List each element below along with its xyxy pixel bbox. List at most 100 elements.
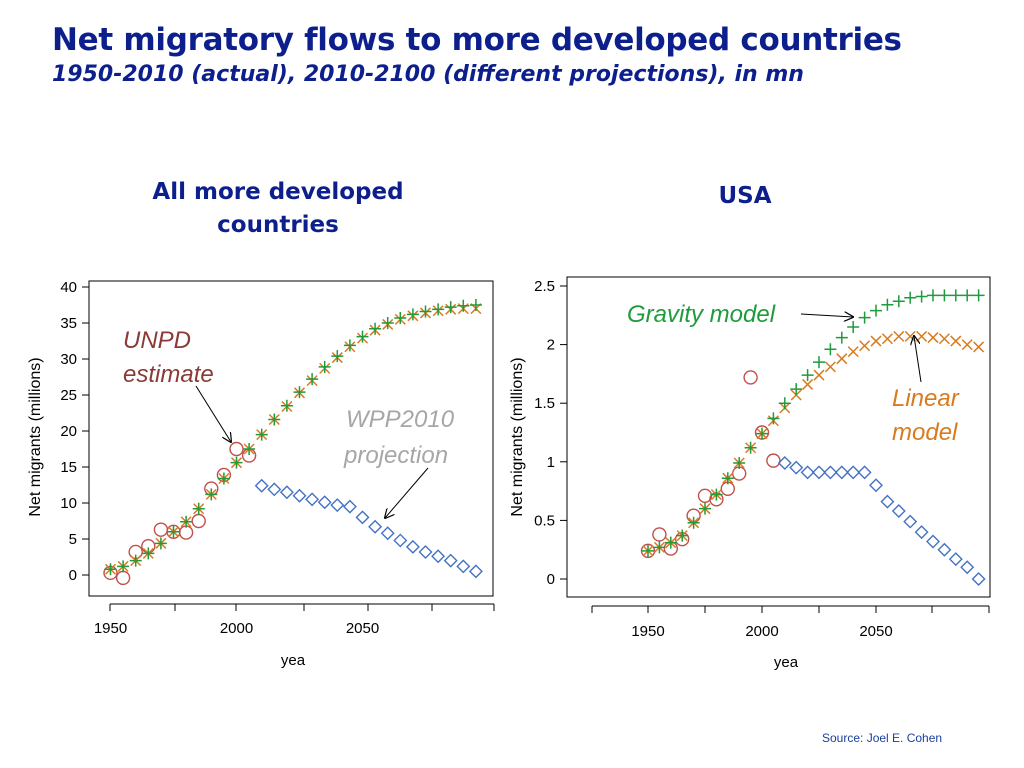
chart1-gravity-model-point xyxy=(192,502,205,515)
chart1-projection-point xyxy=(418,544,433,559)
chart1-annotation: WPP2010 xyxy=(346,406,455,433)
slide-title-block: Net migratory flows to more developed co… xyxy=(52,22,1012,90)
chart2-linear-model-point xyxy=(870,335,882,347)
chart2-projection-point xyxy=(777,455,792,470)
chart2-unpd-estimate-point xyxy=(743,370,758,385)
chart1-unpd-estimate-point xyxy=(229,441,244,457)
chart2-gravity-model-point xyxy=(653,541,666,554)
chart2-gravity-model-point xyxy=(744,441,757,454)
chart2-gravity-model-point xyxy=(904,291,917,304)
chart2-gravity-model-point xyxy=(915,290,928,303)
chart2-y-tick-label: 2 xyxy=(547,337,555,354)
chart1-unpd-estimate-point xyxy=(178,525,194,540)
chart1-y-tick-label: 35 xyxy=(60,315,77,332)
chart1-gravity-model-point xyxy=(243,443,256,455)
chart2-projection-point xyxy=(789,460,804,475)
chart1-projection-point xyxy=(443,553,458,568)
chart1-x-tick-label: 2000 xyxy=(220,620,253,637)
chart2-y-tick-label: 0 xyxy=(547,571,555,588)
chart2-gravity-model-point xyxy=(949,289,962,302)
chart2-projection-point xyxy=(846,465,861,480)
chart1-gravity-model-point xyxy=(230,456,243,469)
chart1-gravity-model-point xyxy=(293,386,306,399)
chart1-y-tick-label: 20 xyxy=(60,423,77,440)
chart1-y-tick-label: 30 xyxy=(60,351,77,368)
chart2-gravity-model-point xyxy=(835,331,848,344)
chart2-linear-model-point xyxy=(824,361,836,373)
chart1-gravity-model-point xyxy=(331,350,344,363)
chart1-x-tick-label: 1950 xyxy=(94,620,127,637)
chart1-gravity-model-point xyxy=(104,563,117,576)
chart2-gravity-model-point xyxy=(687,516,700,529)
chart1-projection-point xyxy=(368,519,383,534)
chart1-unpd-estimate-point xyxy=(191,513,206,529)
chart2-gravity-model-point xyxy=(664,536,677,549)
chart2-projection-point xyxy=(937,542,952,557)
chart2-linear-model-point xyxy=(927,332,939,344)
chart1-projection-point xyxy=(431,549,446,564)
chart1-projection-point xyxy=(330,498,345,513)
chart2-linear-model-point xyxy=(836,353,848,365)
chart1-gravity-model-point xyxy=(255,428,268,441)
chart1-gravity-model-point xyxy=(356,330,369,343)
chart2-linear-model-point xyxy=(802,378,814,390)
chart2-gravity-model-point xyxy=(927,289,939,302)
chart1-annotation-arrow xyxy=(385,467,429,518)
chart2-gravity-model-point xyxy=(847,321,860,334)
chart1-projection-point xyxy=(380,526,395,541)
slide-subtitle: 1950-2010 (actual), 2010-2100 (different… xyxy=(52,62,804,87)
chart1-projection-point xyxy=(267,482,282,497)
chart2-gravity-model-point xyxy=(972,289,985,302)
chart1-unpd-estimate-point xyxy=(115,570,131,586)
chart1-gravity-model-point xyxy=(343,339,356,352)
chart1-projection-point xyxy=(393,533,408,548)
chart1-gravity-model-point xyxy=(394,311,407,324)
chart2-y-axis-label: Net migrants (millions) xyxy=(509,357,526,516)
chart2-projection-point xyxy=(834,465,849,480)
chart1-gravity-model-point xyxy=(167,525,180,538)
chart2-gravity-model-point xyxy=(756,427,768,440)
chart2-gravity-model-point xyxy=(801,369,814,382)
chart1-x-axis-label: yea xyxy=(281,652,306,669)
chart1-gravity-model-point xyxy=(432,303,445,316)
chart2-linear-model-point xyxy=(961,339,973,351)
chart1-annotation: estimate xyxy=(123,361,214,388)
chart2-projection-point xyxy=(914,525,929,540)
chart2-gravity-model-point xyxy=(699,502,711,515)
chart1-y-axis-label: Net migrants (millions) xyxy=(27,357,44,516)
chart1-projection-point xyxy=(254,478,269,493)
chart1-annotation-arrow xyxy=(195,385,231,442)
chart2-projection-point xyxy=(971,572,986,586)
chart1-gravity-model-point xyxy=(205,488,218,501)
chart2-gravity-model-point xyxy=(721,472,734,485)
slide-title: Net migratory flows to more developed co… xyxy=(52,22,902,58)
chart2-gravity-model-point xyxy=(733,456,746,469)
chart2-linear-model-point xyxy=(916,330,928,342)
chart2-unpd-estimate-point xyxy=(640,543,656,559)
chart2-projection-point xyxy=(812,465,826,480)
chart2-annotation-arrow xyxy=(800,314,853,317)
source-note: Source: Joel E. Cohen xyxy=(822,731,943,745)
chart2-annotation: Linear xyxy=(892,385,960,412)
chart1-plot-frame xyxy=(88,280,494,597)
chart1-projection-point xyxy=(342,499,357,514)
chart2-gravity-model-point xyxy=(642,544,654,557)
chart1-gravity-model-point xyxy=(381,317,394,329)
chart2-linear-model-point xyxy=(847,346,859,358)
chart2-y-tick-label: 2.5 xyxy=(534,278,555,295)
chart1-y-tick-label: 15 xyxy=(60,459,77,476)
chart1-annotation: projection xyxy=(343,442,448,469)
chart2-y-tick-label: 1.5 xyxy=(534,395,555,412)
chart1-gravity-model-point xyxy=(180,515,193,528)
chart2-annotation-arrow xyxy=(914,336,922,383)
chart2-unpd-estimate-point xyxy=(766,453,781,468)
chart2-x-axis-label: yea xyxy=(774,654,799,671)
chart2-projection-point xyxy=(857,465,872,480)
chart1-projection-point xyxy=(468,564,483,579)
chart1-unpd-estimate-point xyxy=(153,522,169,537)
chart2-linear-model-point xyxy=(973,341,985,353)
chart2-gravity-model-point xyxy=(881,298,894,311)
chart2-projection-point xyxy=(926,534,940,549)
chart2-gravity-model-point xyxy=(710,488,723,501)
chart1-projection-point xyxy=(292,488,307,503)
